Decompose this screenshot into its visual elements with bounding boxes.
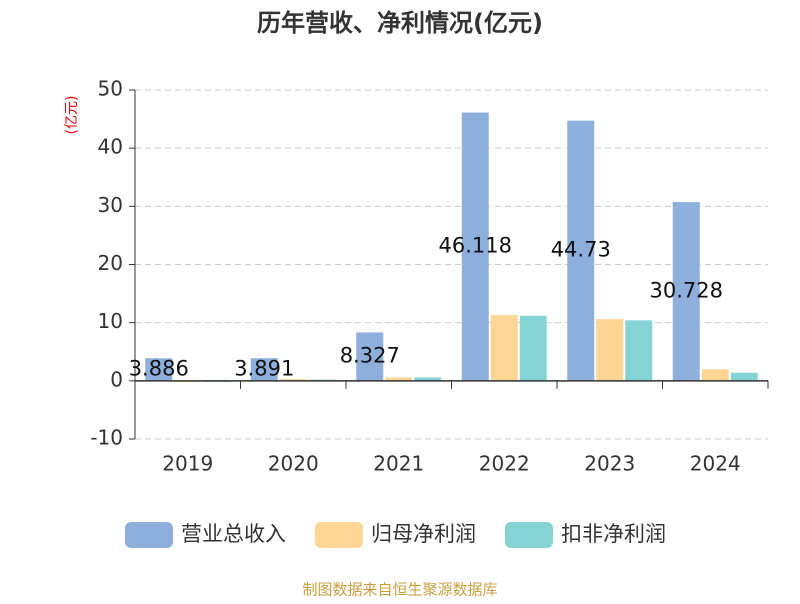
y-tick-label: 0 bbox=[110, 367, 123, 391]
bar bbox=[672, 202, 700, 381]
data-label: 46.118 bbox=[439, 234, 512, 258]
legend-swatch bbox=[315, 522, 363, 548]
bar bbox=[356, 332, 384, 381]
y-tick-label: 40 bbox=[98, 135, 123, 159]
bar bbox=[145, 358, 173, 381]
y-tick-label: 20 bbox=[98, 251, 123, 275]
data-label: 30.728 bbox=[650, 278, 723, 302]
bar bbox=[730, 372, 758, 381]
y-axis-title: (亿元) bbox=[64, 96, 80, 135]
bar bbox=[385, 377, 413, 381]
bar bbox=[490, 315, 518, 381]
legend-label: 营业总收入 bbox=[181, 522, 286, 546]
bar bbox=[250, 358, 278, 381]
y-tick-label: 50 bbox=[98, 77, 123, 101]
x-tick-label: 2021 bbox=[373, 452, 424, 476]
data-label: 8.327 bbox=[340, 344, 400, 368]
legend-label: 归母净利润 bbox=[371, 522, 476, 546]
x-tick-label: 2020 bbox=[268, 452, 319, 476]
data-label: 3.886 bbox=[129, 357, 189, 381]
data-label: 3.891 bbox=[234, 357, 294, 381]
bar bbox=[519, 315, 547, 381]
bar bbox=[625, 320, 653, 381]
y-tick-label: -10 bbox=[90, 426, 123, 450]
bar bbox=[461, 112, 489, 381]
legend-swatch bbox=[125, 522, 173, 548]
bar bbox=[596, 319, 624, 381]
x-tick-label: 2022 bbox=[479, 452, 530, 476]
bar bbox=[567, 120, 595, 381]
bar bbox=[414, 377, 442, 381]
y-tick-label: 10 bbox=[98, 309, 123, 333]
x-tick-label: 2019 bbox=[162, 452, 213, 476]
data-label: 44.73 bbox=[551, 238, 611, 262]
legend-label: 扣非净利润 bbox=[561, 522, 666, 546]
source-note: 制图数据来自恒生聚源数据库 bbox=[302, 581, 497, 599]
bar bbox=[701, 369, 729, 381]
x-tick-label: 2023 bbox=[584, 452, 635, 476]
chart-title: 历年营收、净利情况(亿元) bbox=[257, 9, 543, 37]
x-tick-label: 2024 bbox=[690, 452, 741, 476]
y-tick-label: 30 bbox=[98, 193, 123, 217]
bar bbox=[279, 379, 307, 381]
legend-swatch bbox=[505, 522, 553, 548]
